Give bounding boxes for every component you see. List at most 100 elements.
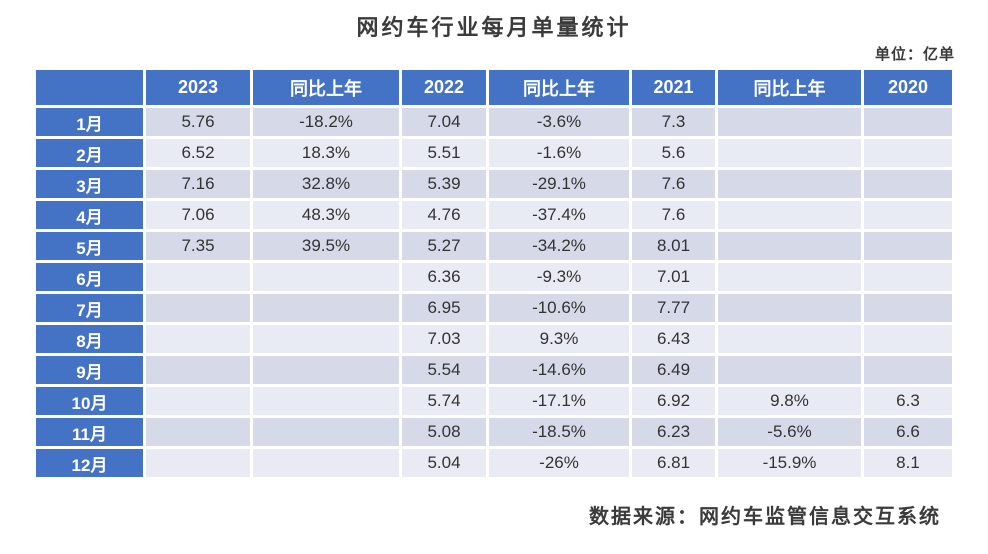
data-cell: -15.9% [718,449,861,477]
data-cell: 48.3% [253,201,399,229]
data-cell: 5.27 [402,232,486,260]
column-header: 2020 [864,70,952,105]
data-cell: -34.2% [489,232,629,260]
data-cell: 6.49 [632,356,715,384]
data-cell: 6.6 [864,418,952,446]
row-header-month: 5月 [36,232,143,260]
data-cell [718,232,861,260]
table-body: 1月 5.76 -18.2% 7.04 -3.6% 7.3 2月 6.52 18.3% 5.51-… [36,108,952,477]
data-source-label: 数据来源：网约车监管信息交互系统 [589,506,941,528]
table-row: 5月 7.35 39.5% 5.27 -34.2% 8.01 [36,232,952,260]
data-cell [253,418,399,446]
data-cell: -18.5% [489,418,629,446]
column-header: 2023 [146,70,250,105]
unit-label: 单位：亿单 [874,46,955,63]
data-cell: 39.5% [253,232,399,260]
data-cell: 6.52 [146,139,250,167]
monthly-orders-table: 2023 同比上年 2022 同比上年 2021 同比上年 2020 1月 5.76 -18.2… [33,67,955,480]
data-cell [253,356,399,384]
table-row: 6月 6.36 -9.3% 7.01 [36,263,952,291]
data-cell: 32.8% [253,170,399,198]
row-header-month: 2月 [36,139,143,167]
data-cell: -18.2% [253,108,399,136]
page-title: 网约车行业每月单量统计 [356,15,632,40]
column-header: 同比上年 [489,70,629,105]
data-cell: 4.76 [402,201,486,229]
data-cell [718,325,861,353]
data-cell: 7.01 [632,263,715,291]
table-row: 9月 5.54 -14.6% 6.49 [36,356,952,384]
data-cell: 6.36 [402,263,486,291]
data-cell [146,449,250,477]
data-cell: 7.06 [146,201,250,229]
data-cell [253,449,399,477]
data-cell [718,201,861,229]
data-cell [718,356,861,384]
data-cell: 8.1 [864,449,952,477]
column-header: 同比上年 [718,70,861,105]
data-cell: -14.6% [489,356,629,384]
data-cell [146,294,250,322]
row-header-month: 1月 [36,108,143,136]
row-header-month: 12月 [36,449,143,477]
data-cell: 5.39 [402,170,486,198]
data-cell [253,325,399,353]
table-row: 12月 5.04 -26% 6.81 -15.9% 8.1 [36,449,952,477]
row-header-month: 11月 [36,418,143,446]
data-cell [146,263,250,291]
data-cell: 6.3 [864,387,952,415]
data-cell: 5.74 [402,387,486,415]
data-cell [864,108,952,136]
data-cell [253,387,399,415]
data-cell: -1.6% [489,139,629,167]
data-cell [146,418,250,446]
data-cell: 6.81 [632,449,715,477]
header-row: 2023 同比上年 2022 同比上年 2021 同比上年 2020 [36,70,952,105]
row-header-month: 8月 [36,325,143,353]
data-cell: 5.76 [146,108,250,136]
data-cell: 5.6 [632,139,715,167]
data-cell [718,263,861,291]
data-cell: 7.77 [632,294,715,322]
data-cell [718,294,861,322]
row-header-month: 10月 [36,387,143,415]
data-cell: -9.3% [489,263,629,291]
row-header-month: 6月 [36,263,143,291]
data-cell [864,201,952,229]
data-cell [864,263,952,291]
data-cell: -10.6% [489,294,629,322]
data-cell: 5.51 [402,139,486,167]
data-cell [146,387,250,415]
data-cell [864,139,952,167]
data-cell: 7.03 [402,325,486,353]
data-cell: 7.35 [146,232,250,260]
data-cell [864,232,952,260]
data-cell: 5.54 [402,356,486,384]
data-cell: 7.6 [632,170,715,198]
data-cell: 5.08 [402,418,486,446]
data-cell: -3.6% [489,108,629,136]
table-row: 8月 7.03 9.3% 6.43 [36,325,952,353]
data-cell [718,139,861,167]
data-cell: 6.23 [632,418,715,446]
data-cell: -26% [489,449,629,477]
data-cell: -29.1% [489,170,629,198]
data-cell: 8.01 [632,232,715,260]
data-cell: 7.04 [402,108,486,136]
column-header: 2022 [402,70,486,105]
table-row: 7月 6.95 -10.6% 7.77 [36,294,952,322]
data-cell: 7.3 [632,108,715,136]
data-cell: 6.92 [632,387,715,415]
data-cell: 7.6 [632,201,715,229]
table-row: 3月 7.16 32.8% 5.39 -29.1% 7.6 [36,170,952,198]
table-row: 4月 7.06 48.3% 4.76 -37.4% 7.6 [36,201,952,229]
table-row: 11月 5.08 -18.5% 6.23 -5.6% 6.6 [36,418,952,446]
corner-header-cell [36,70,143,105]
data-cell [146,356,250,384]
table-row: 10月 5.74 -17.1% 6.92 9.8% 6.3 [36,387,952,415]
data-cell: 7.16 [146,170,250,198]
row-header-month: 4月 [36,201,143,229]
data-cell [146,325,250,353]
data-cell: 5.04 [402,449,486,477]
